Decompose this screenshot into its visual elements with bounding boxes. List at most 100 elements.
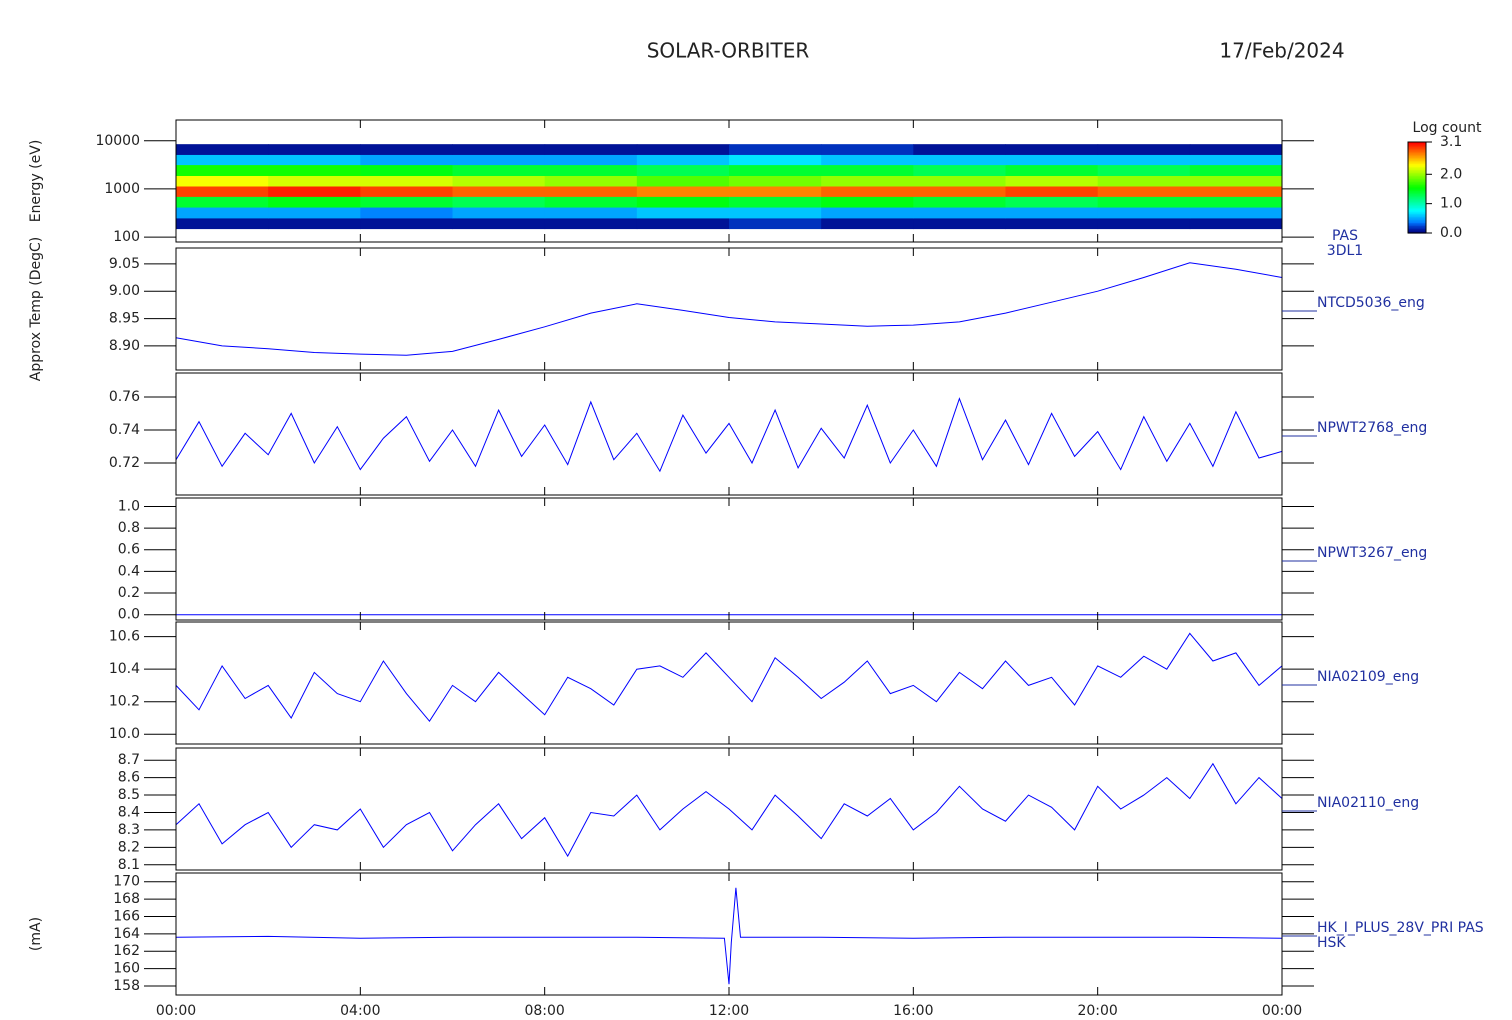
- y-tick-label: 8.2: [118, 839, 140, 855]
- heat-cell: [268, 217, 361, 230]
- heat-cell: [176, 185, 269, 197]
- colorbar-step: [1408, 175, 1426, 178]
- x-tick-label: 20:00: [1077, 1003, 1117, 1019]
- x-tick-label: 00:00: [1262, 1003, 1302, 1019]
- colorbar-step: [1408, 164, 1426, 167]
- colorbar-step: [1408, 219, 1426, 222]
- heat-cell: [360, 164, 453, 176]
- colorbar-step: [1408, 228, 1426, 231]
- heat-cell: [1097, 154, 1191, 166]
- heat-cell: [1097, 164, 1191, 176]
- heat-cell: [821, 164, 914, 176]
- heat-cell: [176, 144, 269, 155]
- colorbar-step: [1408, 190, 1426, 193]
- colorbar-step: [1408, 211, 1426, 214]
- heat-cell: [268, 196, 361, 208]
- colorbar-step: [1408, 205, 1426, 208]
- heat-cell: [636, 154, 730, 166]
- colorbar-step: [1408, 226, 1426, 230]
- heat-cell: [1005, 144, 1099, 155]
- colorbar-step: [1408, 208, 1426, 211]
- x-tick-label: 04:00: [340, 1003, 380, 1019]
- y-tick-label: 10.0: [109, 726, 140, 742]
- heat-cell: [268, 207, 361, 219]
- heat-cell: [1097, 175, 1191, 187]
- colorbar-step: [1408, 216, 1426, 219]
- heat-cell: [729, 175, 822, 187]
- heat-cell: [1005, 196, 1099, 208]
- colorbar-step: [1408, 202, 1426, 205]
- heat-cell: [1097, 196, 1191, 208]
- series-line: [175, 262, 1283, 356]
- x-tick-label: 08:00: [524, 1003, 564, 1019]
- heat-cell: [913, 207, 1006, 219]
- colorbar-step: [1408, 192, 1426, 195]
- heat-cell: [636, 144, 730, 155]
- y-tick-label: 0.76: [109, 389, 140, 405]
- y-tick-label: 170: [113, 874, 140, 890]
- y-tick-label: 0.0: [118, 607, 140, 623]
- y-axis-title: Approx Temp (DegC): [28, 237, 44, 381]
- heat-cell: [176, 207, 269, 219]
- heat-cell: [452, 144, 546, 155]
- heat-cell: [821, 207, 914, 219]
- y-tick-label: 168: [113, 891, 140, 907]
- y-tick-label: 0.74: [109, 422, 140, 438]
- panel-label: HSK: [1317, 935, 1346, 951]
- heat-cell: [176, 164, 269, 176]
- heat-cell: [360, 196, 453, 208]
- colorbar-step: [1408, 198, 1426, 201]
- colorbar-tick-label: 1.0: [1440, 196, 1462, 212]
- heat-cell: [1005, 175, 1099, 187]
- colorbar-step: [1408, 184, 1426, 187]
- heat-cell: [360, 207, 453, 219]
- heat-cell: [913, 154, 1006, 166]
- colorbar-step: [1408, 187, 1426, 190]
- heat-cell: [1189, 175, 1283, 187]
- heat-cell: [913, 144, 1006, 155]
- heat-cell: [1005, 217, 1099, 230]
- heat-cell: [1189, 207, 1283, 219]
- heat-cell: [729, 217, 822, 230]
- heat-cell: [176, 175, 269, 187]
- heat-cell: [636, 207, 730, 219]
- heat-cell: [544, 164, 638, 176]
- heat-cell: [268, 164, 361, 176]
- colorbar-step: [1408, 181, 1426, 184]
- heat-cell: [176, 196, 269, 208]
- heat-cell: [729, 185, 822, 197]
- heat-cell: [821, 185, 914, 197]
- colorbar-step: [1408, 213, 1426, 216]
- heat-cell: [1005, 207, 1099, 219]
- y-tick-label: 0.2: [118, 585, 140, 601]
- y-tick-label: 9.00: [109, 283, 140, 299]
- panel-label: NPWT2768_eng: [1317, 420, 1427, 436]
- y-tick-label: 158: [113, 978, 140, 994]
- heat-cell: [1189, 217, 1283, 230]
- heat-cell: [913, 175, 1006, 187]
- colorbar-step: [1408, 193, 1426, 196]
- y-tick-label: 0.6: [118, 542, 140, 558]
- colorbar-step: [1408, 223, 1426, 227]
- heat-cell: [544, 185, 638, 197]
- heat-cell: [176, 154, 269, 166]
- heat-cell: [1097, 207, 1191, 219]
- colorbar-step: [1408, 158, 1426, 161]
- y-tick-label: 0.72: [109, 455, 140, 471]
- y-tick-label: 8.4: [118, 804, 140, 820]
- y-tick-label: 164: [113, 926, 140, 942]
- colorbar-step: [1408, 160, 1426, 163]
- heat-cell: [452, 217, 546, 230]
- panel-label: NTCD5036_eng: [1317, 295, 1425, 311]
- heat-cell: [1189, 196, 1283, 208]
- heat-cell: [176, 217, 269, 230]
- heat-cell: [729, 207, 822, 219]
- colorbar-step: [1408, 229, 1426, 233]
- colorbar-step: [1408, 152, 1426, 155]
- y-tick-label: 100: [113, 229, 140, 245]
- heat-cell: [636, 196, 730, 208]
- y-tick-label: 10.2: [109, 694, 140, 710]
- heat-cell: [913, 196, 1006, 208]
- y-tick-label: 160: [113, 961, 140, 977]
